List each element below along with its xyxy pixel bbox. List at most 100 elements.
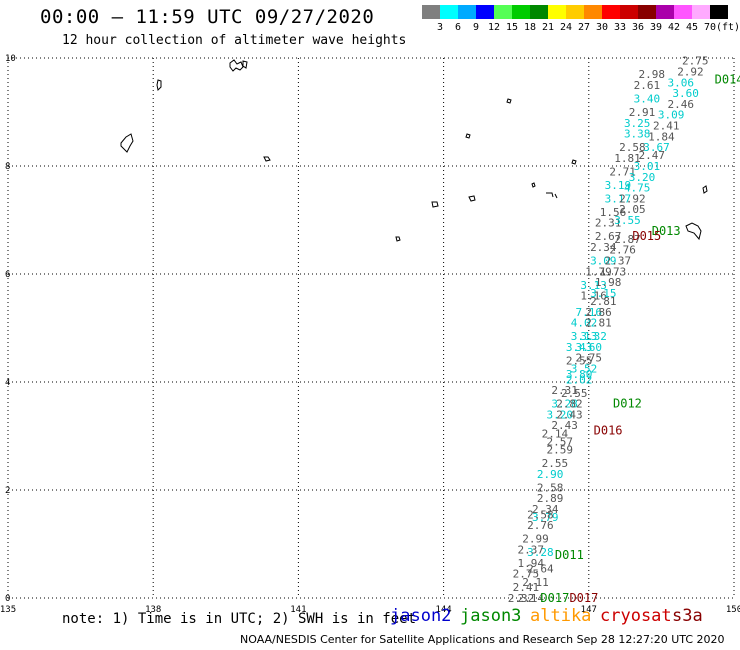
wave-height-value: 3.13 <box>571 330 598 343</box>
island <box>531 182 536 188</box>
wave-height-value: 2.34 <box>532 503 559 516</box>
satellite-legend-item: jason3 <box>460 606 522 626</box>
wave-height-value: 3.06 <box>668 76 695 89</box>
wave-height-value: 2.55 <box>566 354 593 367</box>
wave-height-value: 3.43 <box>566 341 593 354</box>
y-tick-label: 2 <box>5 486 10 496</box>
wave-height-value: 2.41 <box>653 120 680 133</box>
color-swatch <box>602 5 620 19</box>
satellite-legend-item: s3a <box>672 606 703 626</box>
wave-height-value: 2.31 <box>551 384 578 397</box>
wave-height-value: 3.09 <box>658 109 685 122</box>
color-swatch <box>422 5 440 19</box>
wave-height-value: 2.57 <box>547 435 574 448</box>
wave-height-value: 2.89 <box>537 492 564 505</box>
wave-height-value: 1.98 <box>595 276 622 289</box>
wave-height-value: 4.02 <box>571 317 598 330</box>
color-swatch <box>620 5 638 19</box>
wave-height-value: 2.31 <box>595 217 622 230</box>
wave-height-value: 2.02 <box>566 373 593 386</box>
y-tick-label: 10 <box>5 54 16 64</box>
color-swatch <box>710 5 728 19</box>
wave-height-value: 2.81 <box>585 317 612 330</box>
wave-height-value: 2.58 <box>619 141 646 154</box>
color-scale-label: 42 <box>667 22 681 33</box>
wave-height-value: 3.19 <box>605 179 632 192</box>
wave-height-value: 3.15 <box>590 287 617 300</box>
color-scale-label: (ft) <box>716 22 740 33</box>
observations-layer: 2.752.922.983.062.613.603.40 2.462.91 3.09… <box>508 55 709 605</box>
wave-height-value: 3.60 <box>576 341 603 354</box>
color-scale-label: 70 <box>703 22 717 33</box>
island <box>468 195 476 202</box>
wave-height-value: 3.20 <box>629 171 656 184</box>
color-swatch <box>512 5 530 19</box>
color-scale-label: 18 <box>523 22 537 33</box>
wave-height-value: 2.58 <box>527 508 554 521</box>
color-scale-label: 3 <box>436 22 444 33</box>
color-swatch <box>476 5 494 19</box>
wave-height-value: 1.81 <box>614 152 641 165</box>
credit-line: NOAA/NESDIS Center for Satellite Applica… <box>240 633 725 646</box>
wave-height-value: 1.16 <box>580 290 607 303</box>
color-swatch <box>638 5 656 19</box>
island <box>156 79 162 92</box>
color-scale-label: 45 <box>685 22 699 33</box>
track-label: D011 <box>555 548 584 562</box>
island <box>546 192 558 199</box>
x-tick-label: 144 <box>435 605 451 615</box>
wave-height-value: 2.37 <box>605 255 632 268</box>
wave-height-value: 2.92 <box>677 66 704 79</box>
color-swatch <box>692 5 710 19</box>
lat-lon-grid <box>7 57 735 599</box>
satellite-legend-item: altika <box>530 606 592 626</box>
axis-tick-labels: 135 138 141 144 147 150 0 2 4 6 8 10 <box>0 54 740 615</box>
island <box>702 185 708 194</box>
track-label: D013 <box>652 224 681 238</box>
color-scale-label: 36 <box>631 22 645 33</box>
color-swatch <box>674 5 692 19</box>
x-tick-label: 147 <box>581 605 597 615</box>
wave-height-value: 2.64 <box>527 562 554 575</box>
wave-height-value: 3.13 <box>580 279 607 292</box>
wave-height-value: 3.67 <box>643 141 670 154</box>
color-swatch <box>584 5 602 19</box>
color-scale-label: 24 <box>559 22 573 33</box>
track-label: D015 <box>632 229 661 243</box>
island <box>120 133 134 153</box>
satellite-legend-item: jason2 <box>390 606 452 626</box>
color-swatch <box>566 5 584 19</box>
wave-height-value: 2.71 <box>609 165 636 178</box>
track-label: D012 <box>613 397 642 411</box>
wave-height-value: 3.28 <box>551 398 578 411</box>
color-swatch <box>656 5 674 19</box>
island <box>431 201 439 208</box>
wave-height-value: 1.73 <box>600 265 627 278</box>
wave-height-value: 2.37 <box>517 543 544 556</box>
color-scale-label: 30 <box>595 22 609 33</box>
color-scale-label: 6 <box>454 22 462 33</box>
wave-height-value: 4.75 <box>624 182 651 195</box>
wave-height-value: 3.20 <box>547 408 574 421</box>
y-tick-label: 8 <box>5 162 10 172</box>
color-swatch <box>548 5 566 19</box>
island-outlines <box>120 59 708 242</box>
island <box>229 59 248 72</box>
wave-height-value: 3.28 <box>527 546 554 559</box>
wave-height-value: 2.32 <box>508 592 535 605</box>
wave-height-value: 3.32 <box>580 330 607 343</box>
wave-height-value: 2.14 <box>542 427 569 440</box>
x-tick-label: 138 <box>145 605 161 615</box>
wave-height-value: 2.11 <box>522 576 549 589</box>
wave-height-value: 1.56 <box>600 206 627 219</box>
x-tick-label: 141 <box>290 605 306 615</box>
wave-height-value: 2.86 <box>585 306 612 319</box>
wave-height-value: 2.59 <box>547 444 574 457</box>
color-scale-label: 39 <box>649 22 663 33</box>
wave-height-value: 3.38 <box>624 128 651 141</box>
color-swatch <box>440 5 458 19</box>
color-scale-label: 9 <box>472 22 480 33</box>
track-label: D017 <box>569 591 598 605</box>
island <box>571 159 577 165</box>
wave-height-value: 2.91 <box>629 106 656 119</box>
